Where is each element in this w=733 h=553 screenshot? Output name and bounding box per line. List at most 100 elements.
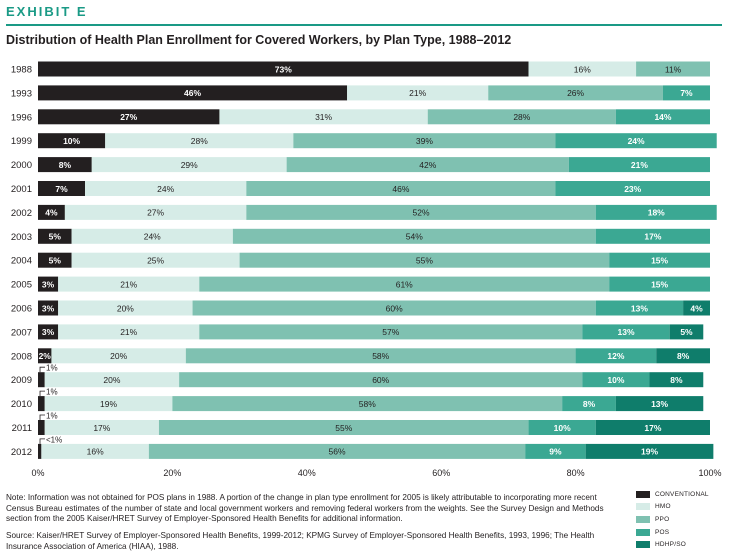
data-label-conventional: 1% bbox=[46, 364, 58, 373]
x-tick-label: 60% bbox=[432, 468, 450, 478]
exhibit-label: EXHIBIT E bbox=[6, 4, 88, 19]
category-label: 2001 bbox=[11, 184, 32, 195]
bar-segment-conventional bbox=[38, 109, 220, 125]
data-label-hdhp-so: 4% bbox=[690, 303, 703, 313]
category-label: 2005 bbox=[11, 280, 32, 291]
legend-label-conventional: CONVENTIONAL bbox=[655, 490, 709, 498]
legend-item-hdhp-so: HDHP/SO bbox=[636, 538, 731, 551]
legend-item-ppo: PPO bbox=[636, 513, 731, 526]
bar-segment-hmo bbox=[85, 181, 247, 196]
chart-source: Source: Kaiser/HRET Survey of Employer-S… bbox=[6, 531, 595, 551]
bar-segment-conventional bbox=[38, 348, 52, 364]
data-label-ppo: 58% bbox=[359, 399, 376, 409]
data-label-hmo: 20% bbox=[117, 303, 134, 313]
bar-segment-ppo bbox=[239, 252, 610, 268]
bar-segment-hdhp-so bbox=[649, 372, 704, 388]
category-label: 1988 bbox=[11, 65, 32, 76]
data-label-pos: 21% bbox=[631, 160, 648, 170]
category-label: 2003 bbox=[11, 232, 32, 243]
callout-line bbox=[39, 438, 45, 444]
legend-swatch-pos bbox=[636, 528, 650, 536]
bar-segment-ppo bbox=[179, 372, 583, 388]
bar-segment-hmo bbox=[347, 85, 489, 101]
data-label-pos: 24% bbox=[628, 136, 645, 146]
bar-segment-hmo bbox=[91, 157, 287, 173]
bar-segment-conventional bbox=[38, 276, 59, 292]
data-label-ppo: 11% bbox=[665, 64, 682, 74]
bar-segment-conventional bbox=[38, 85, 348, 101]
category-label: 1993 bbox=[11, 88, 32, 99]
bar-segment-ppo bbox=[427, 109, 616, 125]
data-label-conventional: 1% bbox=[46, 388, 58, 397]
bar-segment-ppo bbox=[172, 396, 563, 412]
data-label-pos: 9% bbox=[549, 447, 562, 457]
bar-segment-conventional bbox=[38, 133, 106, 149]
x-tick-label: 40% bbox=[298, 468, 316, 478]
bar-segment-pos bbox=[568, 157, 710, 173]
bar-segment-hdhp-so bbox=[656, 348, 710, 364]
bar-segment-hdhp-so bbox=[615, 396, 704, 412]
bar-segment-ppo bbox=[192, 300, 596, 316]
bar-segment-hmo bbox=[58, 300, 193, 316]
data-label-conventional: <1% bbox=[46, 435, 62, 444]
bar-segment-hmo bbox=[71, 252, 240, 268]
category-label: 2007 bbox=[11, 327, 32, 338]
bar-segment-hmo bbox=[71, 228, 233, 244]
bar-segment-conventional bbox=[38, 228, 72, 244]
category-label: 1996 bbox=[11, 112, 32, 123]
data-label-conventional: 46% bbox=[184, 88, 201, 98]
data-label-hmo: 21% bbox=[120, 327, 137, 337]
data-label-hmo: 16% bbox=[574, 64, 591, 74]
bar-segment-pos bbox=[662, 85, 710, 101]
bar-segment-pos bbox=[582, 372, 650, 388]
data-label-hmo: 24% bbox=[157, 184, 174, 194]
bar-segment-ppo bbox=[246, 204, 596, 220]
bar-segment-pos bbox=[525, 443, 586, 459]
bar-segment-pos bbox=[595, 300, 684, 316]
bar-segment-hdhp-so bbox=[669, 324, 704, 340]
bar-segment-ppo bbox=[158, 420, 529, 435]
chart-note: Note: Information was not obtained for P… bbox=[6, 493, 604, 523]
data-label-conventional: 2% bbox=[39, 351, 52, 361]
legend-label-ppo: PPO bbox=[655, 515, 670, 523]
data-label-pos: 13% bbox=[617, 327, 634, 337]
bar-segment-hmo bbox=[44, 420, 159, 435]
data-label-conventional: 8% bbox=[59, 160, 72, 170]
data-label-ppo: 52% bbox=[413, 208, 430, 218]
legend-item-pos: POS bbox=[636, 526, 731, 539]
legend-swatch-hmo bbox=[636, 503, 650, 511]
bar-segment-ppo bbox=[636, 61, 710, 77]
data-label-ppo: 39% bbox=[416, 136, 433, 146]
category-label: 2010 bbox=[11, 399, 32, 410]
data-label-ppo: 56% bbox=[329, 447, 346, 457]
legend-label-hdhp-so: HDHP/SO bbox=[655, 541, 687, 549]
legend-item-hmo: HMO bbox=[636, 501, 731, 514]
data-label-pos: 23% bbox=[624, 184, 641, 194]
bar-segment-pos bbox=[615, 109, 710, 125]
data-label-ppo: 57% bbox=[382, 327, 399, 337]
bar-segment-ppo bbox=[232, 228, 596, 244]
bar-segment-ppo bbox=[246, 181, 556, 196]
data-label-pos: 15% bbox=[651, 279, 668, 289]
data-label-conventional: 5% bbox=[49, 256, 62, 266]
data-label-hmo: 16% bbox=[87, 447, 104, 457]
data-label-ppo: 28% bbox=[513, 112, 530, 122]
bar-segment-ppo bbox=[488, 85, 663, 101]
data-label-pos: 17% bbox=[644, 232, 661, 242]
stacked-bar-chart: 1988 73% 16% 11% 1993 46% 21% 26% 7% 1996 27% 31% 28… bbox=[11, 61, 722, 478]
data-label-pos: 12% bbox=[607, 351, 624, 361]
data-label-ppo: 55% bbox=[416, 256, 433, 266]
data-label-hmo: 27% bbox=[147, 208, 164, 218]
data-label-ppo: 46% bbox=[392, 184, 409, 194]
data-label-hdhp-so: 5% bbox=[680, 327, 693, 337]
chart-legend: CONVENTIONAL HMO PPO POS HDHP/SO bbox=[636, 488, 731, 551]
bar-segment-hmo bbox=[58, 324, 200, 340]
bar-segment-pos bbox=[555, 181, 710, 196]
bar-segment-pos bbox=[609, 276, 710, 292]
data-label-pos: 7% bbox=[680, 88, 693, 98]
bar-segment-pos bbox=[595, 204, 717, 220]
x-tick-label: 20% bbox=[163, 468, 181, 478]
bar-segment-conventional bbox=[38, 324, 59, 340]
data-label-hdhp-so: 19% bbox=[641, 447, 658, 457]
legend-swatch-ppo bbox=[636, 515, 650, 523]
